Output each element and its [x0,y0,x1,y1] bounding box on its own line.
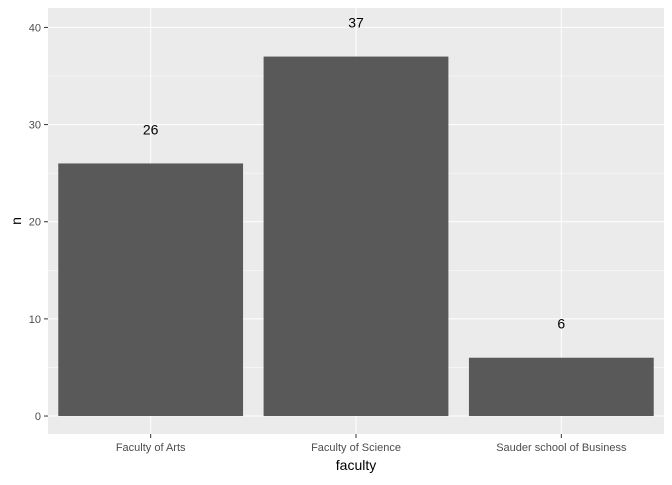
bar [58,163,244,417]
bar-data-label: 6 [557,316,565,332]
bar [468,357,654,417]
y-tick-label: 30 [29,120,41,132]
x-tick-label: Faculty of Science [311,442,401,454]
y-tick-label: 0 [35,411,41,423]
x-axis-ticks: Faculty of Arts Faculty of Science Sauder … [116,434,627,454]
y-axis-title: n [8,217,24,225]
bar-data-label: 37 [348,14,364,30]
y-tick-label: 20 [29,217,41,229]
y-axis-ticks: 0 10 20 30 40 [29,22,48,423]
x-tick-label: Sauder school of Business [496,442,627,454]
data-labels: 26 37 6 [143,14,566,331]
x-axis-title: faculty [336,457,376,473]
bars [58,56,654,417]
y-tick-label: 10 [29,314,41,326]
bar [263,56,449,417]
x-tick-label: Faculty of Arts [116,442,186,454]
y-tick-label: 40 [29,22,41,34]
bar-data-label: 26 [143,121,159,137]
